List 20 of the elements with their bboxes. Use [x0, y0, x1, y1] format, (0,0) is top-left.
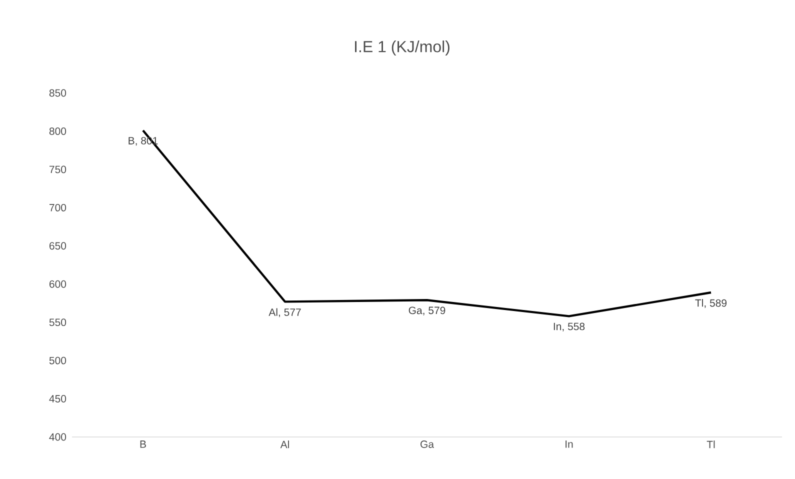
y-tick-label: 650 [49, 242, 66, 250]
y-tick-label: 700 [49, 204, 66, 212]
data-label: Al, 577 [268, 308, 301, 318]
chart-title: I.E 1 (KJ/mol) [355, 40, 450, 56]
data-label: In, 558 [554, 322, 585, 332]
y-tick-label: 450 [49, 395, 66, 402]
y-tick-label: 400 [49, 433, 66, 441]
data-label: Tl, 589 [695, 299, 727, 308]
y-tick-label: 750 [49, 166, 66, 174]
data-label: Ga, 579 [408, 306, 446, 316]
x-tick-label: In [566, 440, 573, 448]
y-tick-label: 800 [49, 128, 66, 135]
x-tick-label: Ga [420, 440, 434, 448]
x-tick-label: Tl [706, 440, 715, 448]
x-tick-label: B [140, 440, 146, 448]
y-tick-label: 850 [49, 89, 66, 97]
x-tick-label: Al [280, 440, 289, 448]
y-tick-label: 500 [49, 356, 66, 364]
y-tick-label: 550 [49, 318, 66, 326]
y-tick-label: 600 [49, 280, 66, 288]
